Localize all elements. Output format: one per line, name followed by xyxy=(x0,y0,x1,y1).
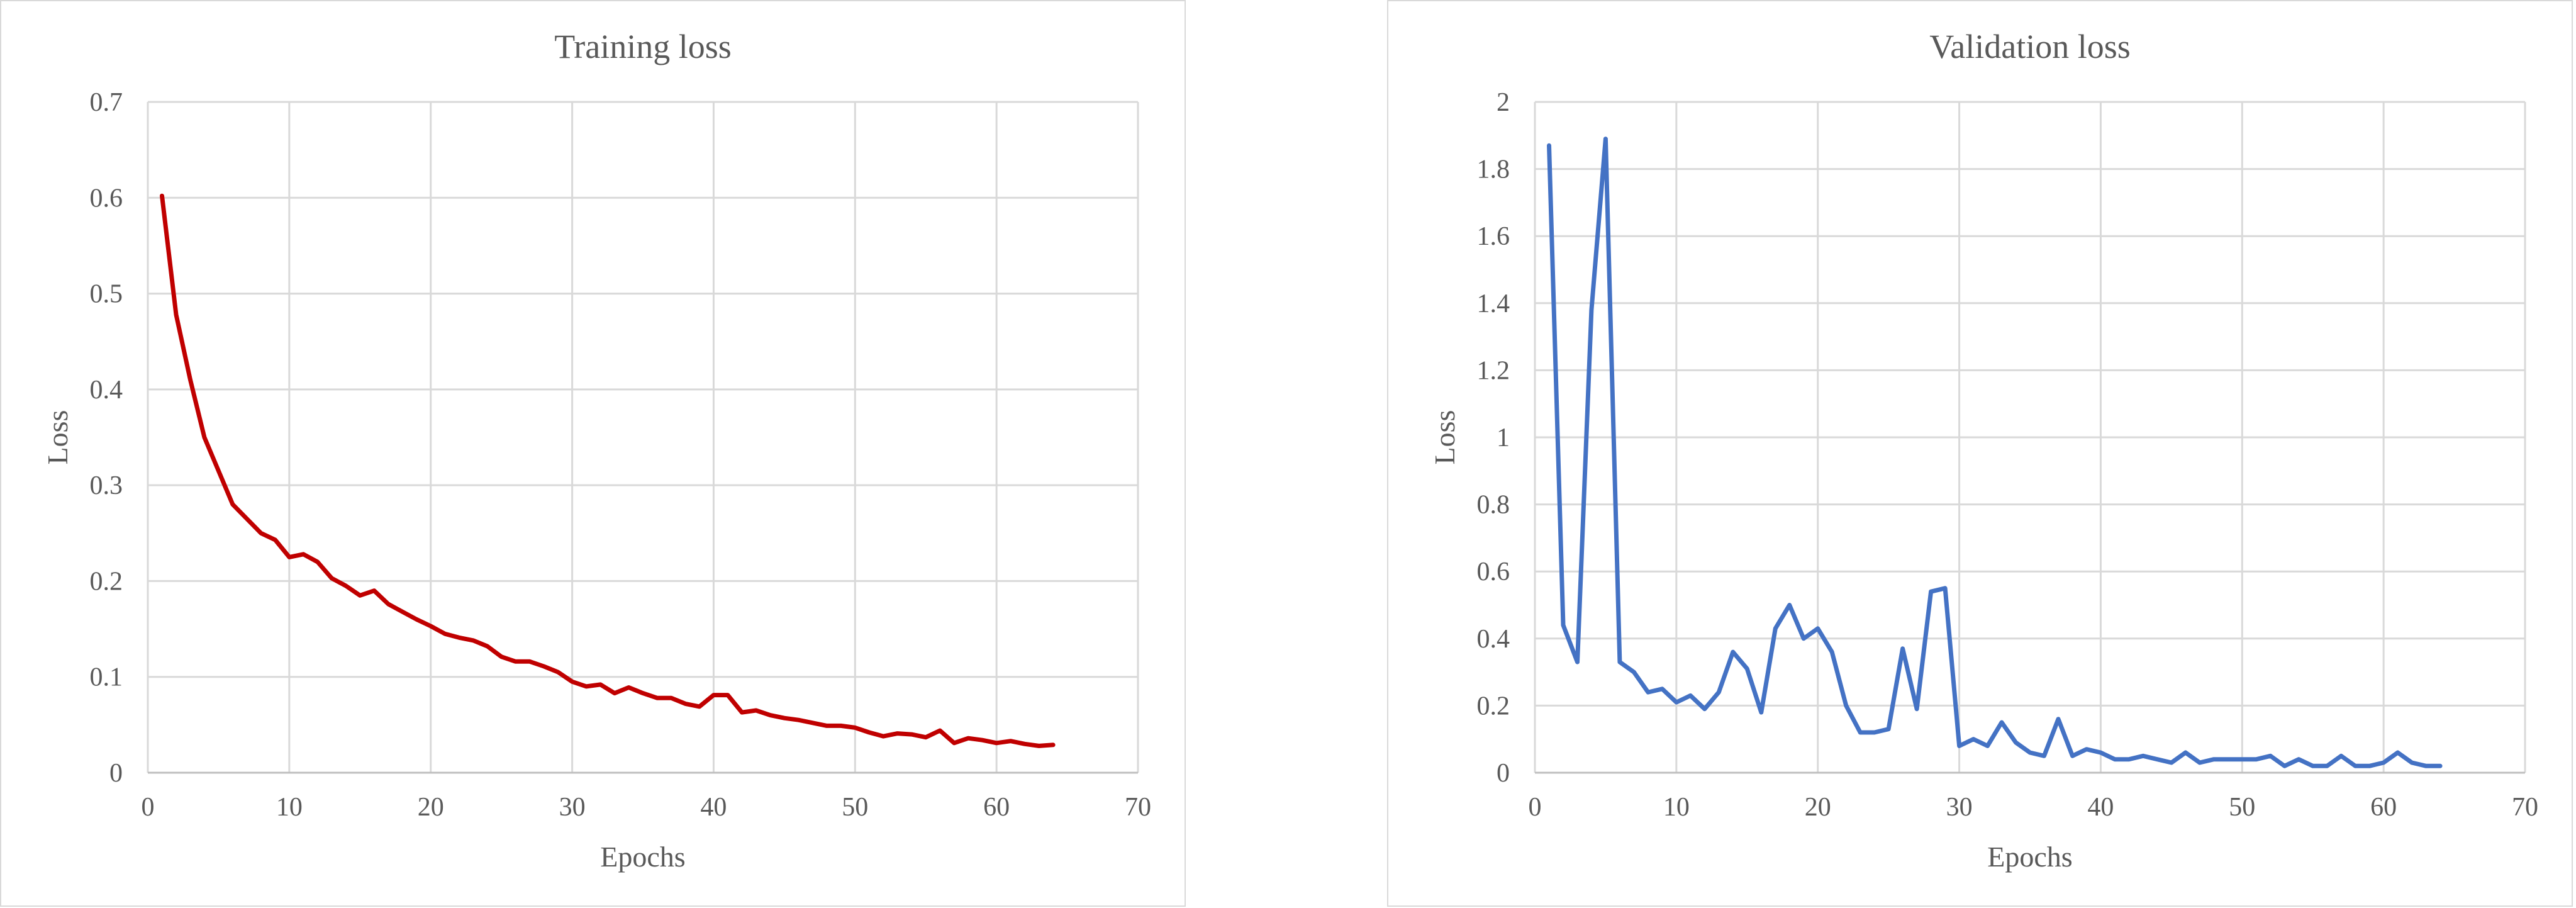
x-tick-label: 60 xyxy=(2370,793,2397,822)
y-tick-label: 1.4 xyxy=(1477,289,1510,318)
series-line xyxy=(160,193,1056,748)
training-loss-plot: Training loss 0 10 20 30 40 50 60 70 0 0.1 0.2 0.3 0.… xyxy=(42,28,1151,873)
validation-loss-plot: Validation loss 0 10 20 30 40 50 60 70 0 0.2 0.4 0.6… xyxy=(1429,28,2538,873)
y-tick-label: 2 xyxy=(1497,88,1510,117)
y-tick-label: 1.8 xyxy=(1477,155,1510,184)
x-tick-label: 10 xyxy=(1663,793,1690,822)
x-tick-label: 70 xyxy=(2512,793,2538,822)
y-tick-label: 0.2 xyxy=(90,567,123,596)
x-tick-label: 0 xyxy=(142,793,155,822)
validation-loss-chart: Validation loss 0 10 20 30 40 50 60 70 0 0.2 0.4 0.6… xyxy=(1387,0,2573,907)
y-tick-label: 0.7 xyxy=(90,88,123,117)
x-tick-label: 50 xyxy=(2229,793,2255,822)
x-tick-label: 30 xyxy=(1946,793,1973,822)
y-axis-title: Loss xyxy=(1429,410,1461,465)
chart-title: Training loss xyxy=(554,28,732,65)
x-tick-label: 50 xyxy=(842,793,868,822)
training-loss-chart: Training loss 0 10 20 30 40 50 60 70 0 0.1 0.2 0.3 0.… xyxy=(0,0,1186,907)
y-tick-label: 0.5 xyxy=(90,280,123,309)
x-tick-label: 30 xyxy=(559,793,586,822)
y-tick-label: 0.4 xyxy=(90,376,123,405)
y-tick-label: 1 xyxy=(1497,423,1510,452)
y-tick-label: 0.4 xyxy=(1477,625,1510,654)
chart-title: Validation loss xyxy=(1929,28,2131,65)
y-tick-label: 0.1 xyxy=(90,663,123,692)
y-tick-label: 1.6 xyxy=(1477,222,1510,251)
x-tick-label: 70 xyxy=(1125,793,1151,822)
y-tick-label: 0.6 xyxy=(1477,558,1510,586)
x-axis-title: Epochs xyxy=(600,841,685,873)
y-tick-label: 0.2 xyxy=(1477,692,1510,720)
y-tick-label: 0 xyxy=(1497,759,1510,788)
y-tick-label: 0.3 xyxy=(90,471,123,500)
y-tick-label: 0 xyxy=(109,759,123,788)
y-tick-label: 0.6 xyxy=(90,184,123,213)
y-tick-label: 0.8 xyxy=(1477,491,1510,520)
x-tick-label: 20 xyxy=(418,793,444,822)
x-tick-label: 40 xyxy=(2087,793,2114,822)
x-axis-title: Epochs xyxy=(1987,841,2072,873)
x-tick-label: 40 xyxy=(700,793,727,822)
y-axis-title: Loss xyxy=(42,410,74,465)
series-line xyxy=(1547,137,2443,768)
x-tick-label: 60 xyxy=(983,793,1010,822)
x-tick-label: 20 xyxy=(1805,793,1831,822)
x-tick-label: 0 xyxy=(1529,793,1542,822)
x-tick-label: 10 xyxy=(276,793,303,822)
y-tick-label: 1.2 xyxy=(1477,356,1510,385)
